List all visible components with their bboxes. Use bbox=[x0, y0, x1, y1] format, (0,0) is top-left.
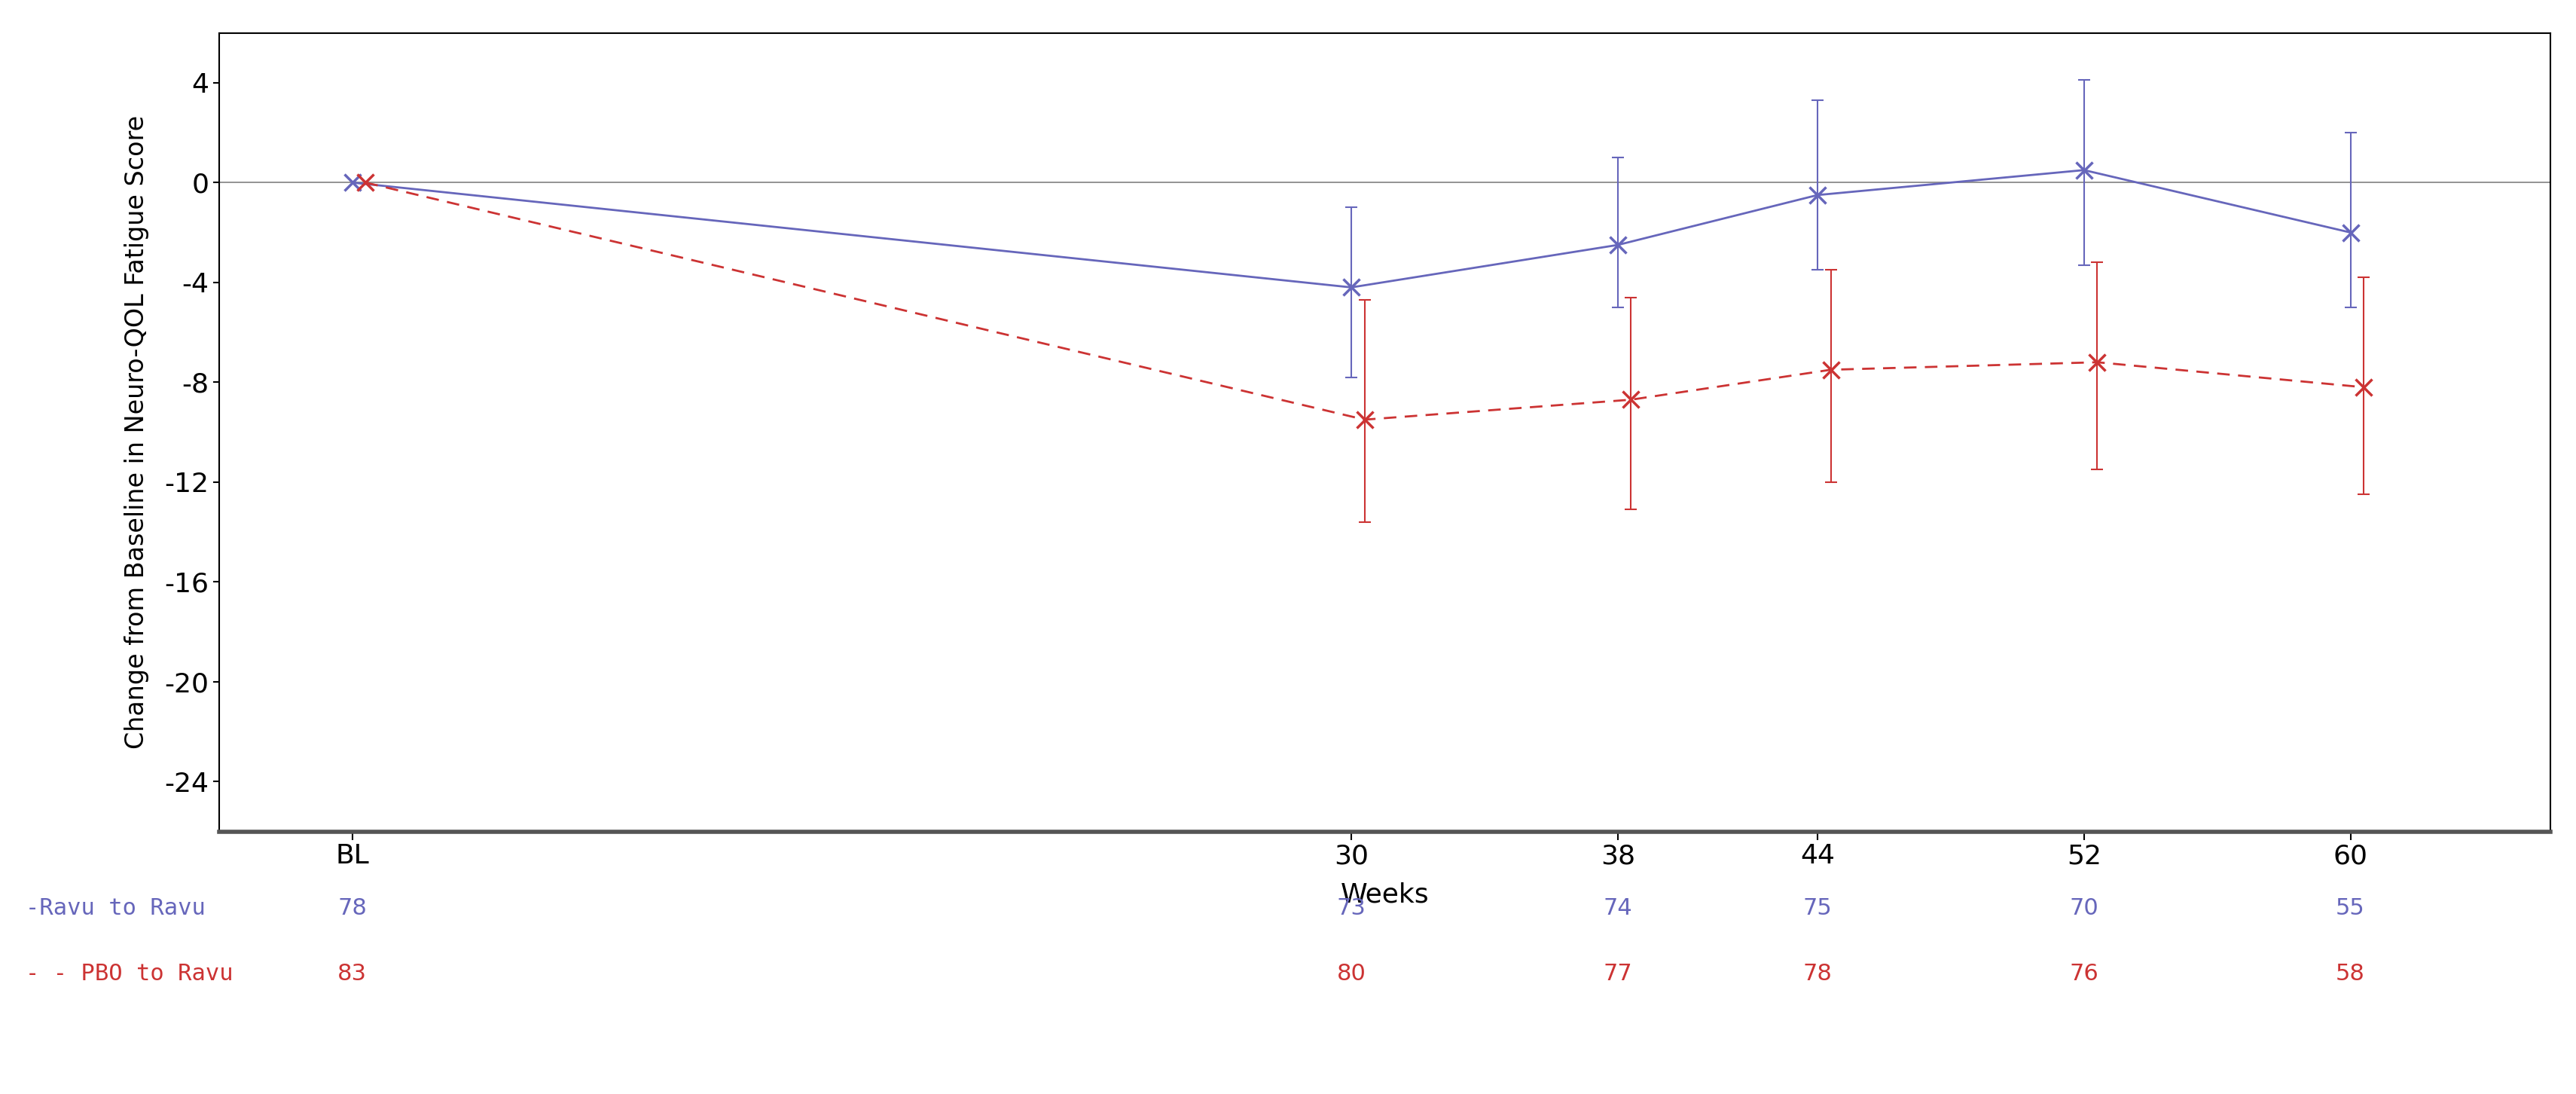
Text: 83: 83 bbox=[337, 963, 366, 985]
Text: 80: 80 bbox=[1337, 963, 1365, 985]
Text: 78: 78 bbox=[1803, 963, 1832, 985]
Text: 75: 75 bbox=[1803, 897, 1832, 919]
Text: 76: 76 bbox=[2069, 963, 2099, 985]
Text: 77: 77 bbox=[1602, 963, 1633, 985]
Text: 70: 70 bbox=[2069, 897, 2099, 919]
Text: 55: 55 bbox=[2336, 897, 2365, 919]
Text: 78: 78 bbox=[337, 897, 366, 919]
Text: 74: 74 bbox=[1602, 897, 1633, 919]
X-axis label: Weeks: Weeks bbox=[1340, 882, 1430, 907]
Y-axis label: Change from Baseline in Neuro-QOL Fatigue Score: Change from Baseline in Neuro-QOL Fatigu… bbox=[124, 115, 149, 749]
Text: - - PBO to Ravu: - - PBO to Ravu bbox=[26, 963, 234, 985]
Text: 58: 58 bbox=[2336, 963, 2365, 985]
Text: 73: 73 bbox=[1337, 897, 1365, 919]
Text: -Ravu to Ravu: -Ravu to Ravu bbox=[26, 897, 206, 919]
